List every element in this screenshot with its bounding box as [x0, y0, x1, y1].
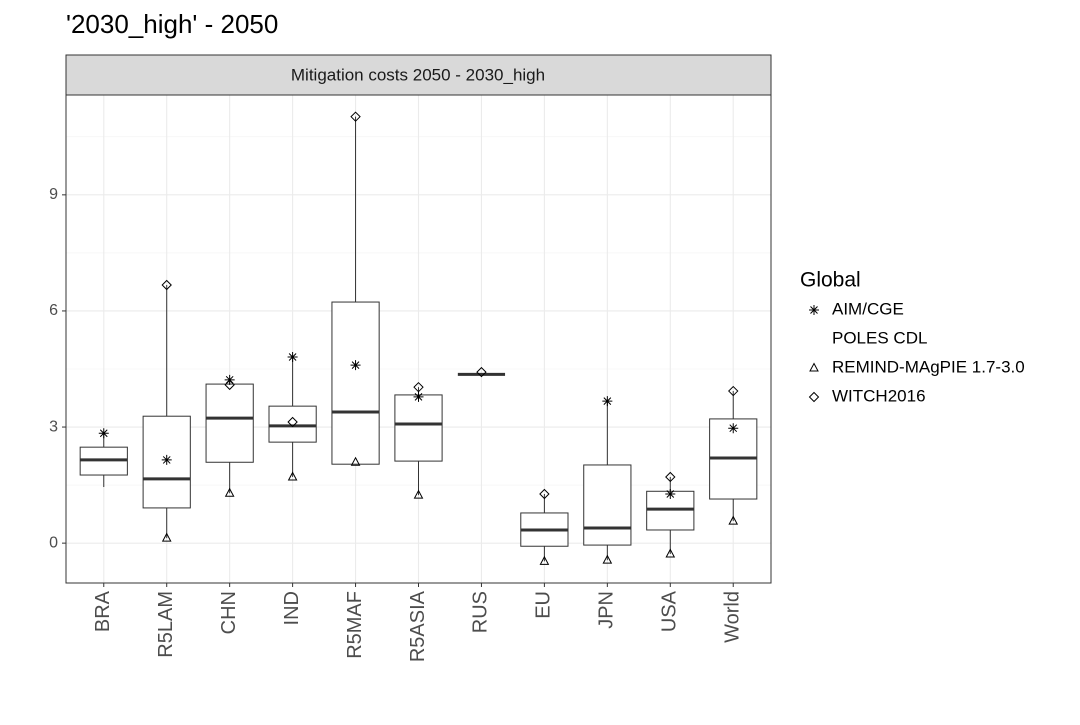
y-tick-label: 9 [49, 186, 58, 203]
x-tick-label: R5ASIA [407, 590, 429, 662]
box [331, 301, 380, 465]
x-tick-label: R5LAM [155, 591, 177, 658]
box [205, 383, 254, 463]
point [224, 379, 235, 391]
legend-symbol [808, 391, 820, 403]
point [350, 456, 361, 466]
point [665, 548, 676, 558]
point [413, 391, 424, 402]
legend-label: POLES CDL [832, 328, 927, 347]
legend-label: REMIND-MAgPIE 1.7-3.0 [832, 357, 1025, 376]
point [539, 555, 550, 565]
legend-symbol [809, 305, 819, 315]
point [665, 471, 676, 483]
point [476, 366, 487, 378]
x-tick-label: World [722, 591, 744, 643]
legend-symbol [809, 362, 819, 372]
legend-label: AIM/CGE [832, 299, 904, 318]
point [665, 488, 676, 499]
y-tick-label: 6 [49, 302, 58, 319]
strip-label: Mitigation costs 2050 - 2030_high [291, 65, 545, 84]
x-tick-label: R5MAF [344, 591, 366, 659]
point [602, 396, 613, 407]
point [413, 489, 424, 499]
point [539, 488, 550, 500]
y-tick-label: 0 [49, 534, 58, 551]
point [287, 416, 298, 428]
box [268, 405, 317, 443]
x-tick-label: JPN [596, 591, 618, 629]
y-tick-label: 3 [49, 418, 58, 435]
x-tick-label: BRA [92, 590, 114, 632]
x-tick-label: CHN [218, 591, 240, 634]
point [287, 471, 298, 481]
point [728, 515, 739, 525]
x-tick-label: EU [533, 591, 555, 619]
point [350, 111, 361, 122]
point [161, 279, 172, 291]
point [350, 360, 361, 371]
point [287, 351, 298, 362]
point [413, 381, 424, 393]
point [602, 554, 613, 564]
strip [65, 54, 772, 96]
point [728, 423, 739, 434]
box [394, 394, 443, 462]
box [583, 464, 632, 546]
point [98, 428, 109, 439]
point [161, 532, 172, 542]
x-tick-label: RUS [470, 591, 492, 633]
point [728, 385, 739, 397]
point [161, 454, 172, 465]
x-tick-label: USA [659, 590, 681, 632]
x-tick-label: IND [281, 591, 303, 625]
point [224, 487, 235, 497]
legend-label: WITCH2016 [832, 386, 926, 405]
legend-title: Global [800, 269, 861, 292]
chart-title: '2030_high' - 2050 [66, 9, 278, 39]
